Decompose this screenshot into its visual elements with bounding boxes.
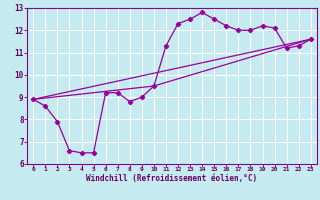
X-axis label: Windchill (Refroidissement éolien,°C): Windchill (Refroidissement éolien,°C) <box>86 174 258 183</box>
